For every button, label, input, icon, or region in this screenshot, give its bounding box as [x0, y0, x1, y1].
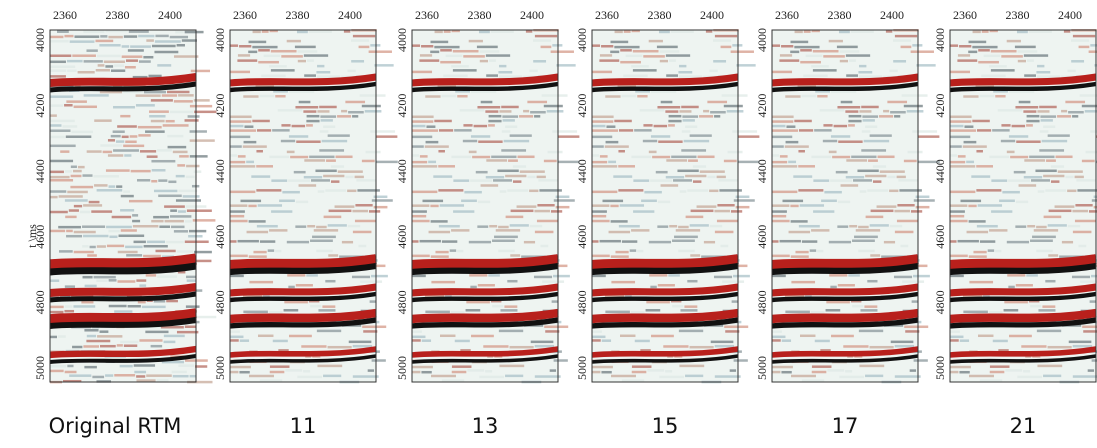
panel-caption: 13: [472, 414, 499, 438]
panel-caption: Original RTM: [49, 414, 182, 438]
y-tick-label: 4600: [933, 225, 947, 249]
y-tick-label: 5000: [755, 356, 769, 380]
y-tick-label: 5000: [33, 356, 47, 380]
x-tick-label: 2380: [468, 8, 492, 22]
y-tick-label: 4000: [755, 28, 769, 52]
seismic-image: [592, 29, 760, 383]
x-tick-label: 2360: [233, 8, 257, 22]
seismic-image: [230, 29, 398, 383]
panel-frame: [411, 29, 559, 383]
y-tick-label: 4600: [755, 225, 769, 249]
y-tick-label: 4800: [33, 290, 47, 314]
y-tick-label: 4200: [933, 94, 947, 118]
y-tick-label: 4600: [33, 225, 47, 249]
y-tick-label: 4200: [213, 94, 227, 118]
x-tick-label: 2400: [1058, 8, 1082, 22]
y-tick-label: 4400: [575, 159, 589, 183]
seismic-image: [772, 29, 940, 383]
x-tick-label: 2380: [828, 8, 852, 22]
y-tick-label: 4200: [575, 94, 589, 118]
seismic-image: [50, 30, 216, 384]
x-tick-label: 2400: [880, 8, 904, 22]
x-tick-label: 2400: [700, 8, 724, 22]
panel: 2360 2380 2400 4000 4200 4400 4600 4800 5000 15: [575, 8, 760, 438]
seismic-image: [412, 29, 580, 383]
y-tick-label: 4800: [213, 290, 227, 314]
y-tick-label: 4800: [575, 290, 589, 314]
y-tick-label: 5000: [395, 356, 409, 380]
seismic-image: [950, 29, 1097, 383]
y-tick-label: 4200: [33, 94, 47, 118]
panel-frame: [49, 29, 197, 383]
y-tick-label: 4800: [755, 290, 769, 314]
x-tick-label: 2400: [158, 8, 182, 22]
y-tick-label: 4800: [933, 290, 947, 314]
y-tick-label: 4200: [755, 94, 769, 118]
x-tick-label: 2360: [53, 8, 77, 22]
x-tick-label: 2380: [1006, 8, 1030, 22]
y-tick-label: 5000: [575, 356, 589, 380]
panel-caption: 17: [832, 414, 859, 438]
x-tick-label: 2360: [953, 8, 977, 22]
x-tick-label: 2400: [338, 8, 362, 22]
y-tick-label: 4600: [575, 225, 589, 249]
panel: 2360 2380 2400 4000 4200 4400 4600 4800 5000 Orig…: [33, 8, 216, 438]
panel-caption: 11: [290, 414, 317, 438]
y-tick-label: 4000: [575, 28, 589, 52]
y-tick-label: 4600: [213, 225, 227, 249]
x-tick-label: 2380: [286, 8, 310, 22]
panel: 2360 2380 2400 4000 4200 4400 4600 4800 5000 11: [213, 8, 398, 438]
y-tick-label: 4200: [395, 94, 409, 118]
y-tick-label: 4400: [213, 159, 227, 183]
x-tick-label: 2400: [520, 8, 544, 22]
panel: 2360 2380 2400 4000 4200 4400 4600 4800 5000 13: [395, 8, 580, 438]
y-tick-label: 4000: [933, 28, 947, 52]
y-tick-label: 5000: [213, 356, 227, 380]
y-tick-label: 4000: [395, 28, 409, 52]
y-tick-label: 4000: [33, 28, 47, 52]
panel-frame: [229, 29, 377, 383]
y-tick-label: 4400: [933, 159, 947, 183]
panel-frame: [591, 29, 739, 383]
x-tick-label: 2360: [595, 8, 619, 22]
x-tick-label: 2380: [106, 8, 130, 22]
x-tick-label: 2360: [775, 8, 799, 22]
x-tick-label: 2360: [415, 8, 439, 22]
y-tick-label: 4400: [395, 159, 409, 183]
panel-caption: 15: [652, 414, 679, 438]
x-tick-label: 2380: [648, 8, 672, 22]
panel-caption: 21: [1010, 414, 1037, 438]
y-axis-label: t \ms: [25, 224, 39, 248]
panel: 2360 2380 2400 4000 4200 4400 4600 4800 5000 17: [755, 8, 940, 438]
y-tick-label: 4600: [395, 225, 409, 249]
panel-frame: [771, 29, 919, 383]
panel: 2360 2380 2400 4000 4200 4400 4600 4800 5000 21: [933, 8, 1097, 438]
panel-frame: [949, 29, 1097, 383]
y-tick-label: 4000: [213, 28, 227, 52]
y-tick-label: 4400: [33, 159, 47, 183]
y-tick-label: 4800: [395, 290, 409, 314]
y-tick-label: 4400: [755, 159, 769, 183]
y-tick-label: 5000: [933, 356, 947, 380]
